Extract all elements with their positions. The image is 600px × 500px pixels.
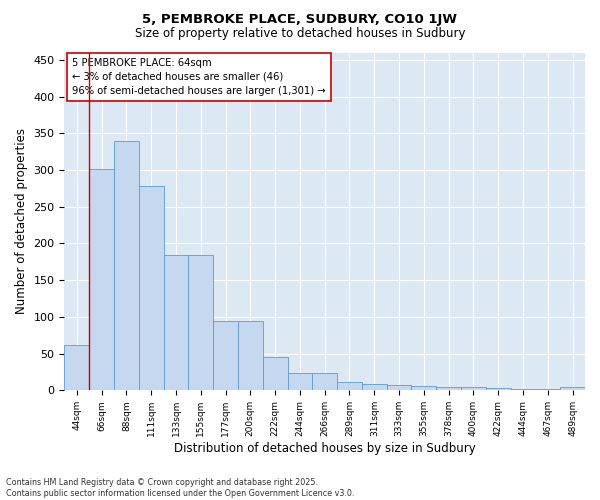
Bar [313,374,337,390]
Bar [188,255,213,390]
Bar [511,389,535,390]
Bar [436,386,461,390]
Bar [114,140,139,390]
Text: Contains HM Land Registry data © Crown copyright and database right 2025.
Contai: Contains HM Land Registry data © Crown c… [6,478,355,498]
Bar [560,386,585,390]
Bar [263,358,287,390]
Bar [461,388,486,390]
Bar [287,374,313,390]
Bar [337,382,362,390]
Bar [486,388,511,390]
Bar [213,320,238,390]
Y-axis label: Number of detached properties: Number of detached properties [15,128,28,314]
Bar [89,168,114,390]
Bar [64,345,89,391]
Bar [164,255,188,390]
X-axis label: Distribution of detached houses by size in Sudbury: Distribution of detached houses by size … [174,442,476,455]
Bar [412,386,436,390]
Bar [238,320,263,390]
Text: Size of property relative to detached houses in Sudbury: Size of property relative to detached ho… [135,28,465,40]
Bar [139,186,164,390]
Text: 5, PEMBROKE PLACE, SUDBURY, CO10 1JW: 5, PEMBROKE PLACE, SUDBURY, CO10 1JW [143,12,458,26]
Bar [535,389,560,390]
Text: 5 PEMBROKE PLACE: 64sqm
← 3% of detached houses are smaller (46)
96% of semi-det: 5 PEMBROKE PLACE: 64sqm ← 3% of detached… [72,58,326,96]
Bar [386,385,412,390]
Bar [362,384,386,390]
